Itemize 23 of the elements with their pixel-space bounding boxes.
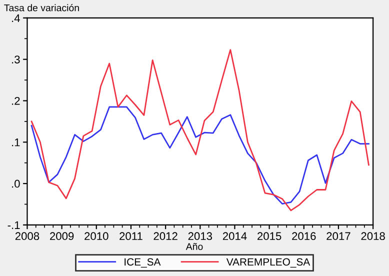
y-tick-label: .1 xyxy=(12,138,20,146)
x-tick-label: 2018 xyxy=(361,232,385,240)
y-tick-label: .2 xyxy=(12,97,20,105)
line-series xyxy=(30,49,370,212)
x-tick-label: 2017 xyxy=(326,232,350,240)
x-tick-label: 2014 xyxy=(222,232,247,240)
x-tick-label: 2016 xyxy=(292,232,316,240)
x-tick-label: 2015 xyxy=(258,232,282,240)
y-tick-label: .4 xyxy=(12,14,20,22)
legend-label: VAREMPLEO_SA xyxy=(226,258,310,268)
x-tick-label: 2012 xyxy=(154,232,178,240)
x-axis-title: Año xyxy=(186,242,203,250)
x-tick-label: 2013 xyxy=(188,232,212,240)
x-tick-label: 2009 xyxy=(50,232,74,240)
y-tick-label: .0 xyxy=(12,180,20,188)
legend-label: ICE_SA xyxy=(124,258,161,268)
x-tick-label: 2008 xyxy=(15,232,40,240)
y-tick-label: -.1 xyxy=(8,221,20,229)
y-axis-title: Tasa de variación xyxy=(4,4,79,12)
x-tick-label: 2011 xyxy=(120,232,142,240)
y-tick-label: .3 xyxy=(12,56,20,64)
line-series xyxy=(30,106,370,205)
x-tick-label: 2010 xyxy=(84,232,108,240)
